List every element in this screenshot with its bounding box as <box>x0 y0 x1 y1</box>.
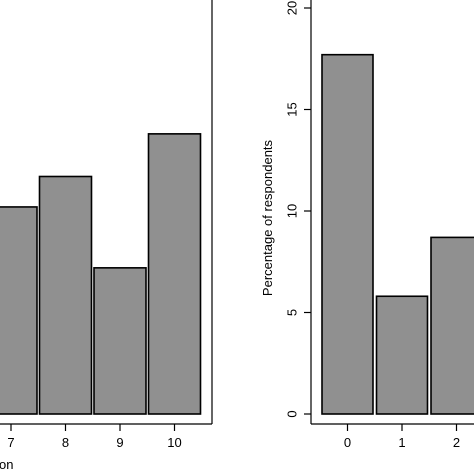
y-tick-label-15: 15 <box>284 102 299 116</box>
right-panel: 0 1 2 0 5 10 15 20 Percentage of respondents <box>260 0 474 450</box>
x-tick-label-10: 10 <box>167 435 181 450</box>
y-tick-label-10: 10 <box>284 204 299 218</box>
x-tick-label-1: 1 <box>398 435 405 450</box>
right-x-ticks: 0 1 2 <box>344 424 460 450</box>
x-tick-label-0: 0 <box>344 435 351 450</box>
bar-7 <box>0 206 38 415</box>
bar-9 <box>93 267 147 415</box>
x-tick-label-8: 8 <box>62 435 69 450</box>
bar-2 <box>430 236 474 415</box>
bar-0 <box>321 53 374 415</box>
right-y-ticks: 0 5 10 15 20 <box>284 1 311 418</box>
bar-10 <box>147 133 202 415</box>
left-x-ticks: 7 8 9 10 <box>7 424 182 450</box>
right-bars <box>321 53 474 415</box>
x-tick-label-7: 7 <box>7 435 14 450</box>
x-tick-label-9: 9 <box>116 435 123 450</box>
y-tick-label-0: 0 <box>284 410 299 417</box>
left-bars <box>0 133 202 415</box>
bar-1 <box>375 295 429 415</box>
bar-8 <box>38 175 93 415</box>
y-tick-label-5: 5 <box>284 309 299 316</box>
left-x-axis-title: on <box>0 457 13 472</box>
right-y-axis-title: Percentage of respondents <box>260 139 275 296</box>
x-tick-label-2: 2 <box>453 435 460 450</box>
y-tick-label-20: 20 <box>284 1 299 15</box>
left-panel: 7 8 9 10 on <box>0 0 213 472</box>
